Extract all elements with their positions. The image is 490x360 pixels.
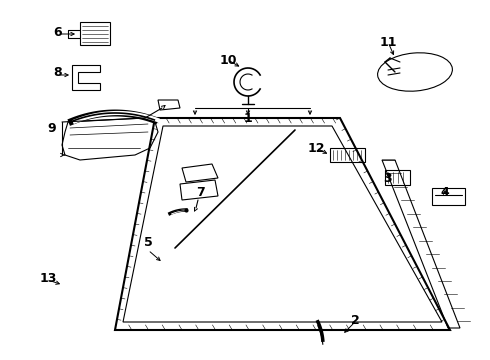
Text: 12: 12 [307, 141, 325, 154]
Text: 2: 2 [351, 314, 359, 327]
Text: 9: 9 [48, 122, 56, 135]
Text: 4: 4 [441, 185, 449, 198]
Text: 1: 1 [244, 112, 252, 125]
Text: 6: 6 [54, 26, 62, 39]
Text: 5: 5 [144, 235, 152, 248]
Text: 3: 3 [384, 171, 392, 185]
Text: 8: 8 [54, 66, 62, 78]
Text: 13: 13 [39, 271, 57, 284]
Text: 11: 11 [379, 36, 397, 49]
Text: 10: 10 [219, 54, 237, 67]
Text: 7: 7 [196, 185, 204, 198]
